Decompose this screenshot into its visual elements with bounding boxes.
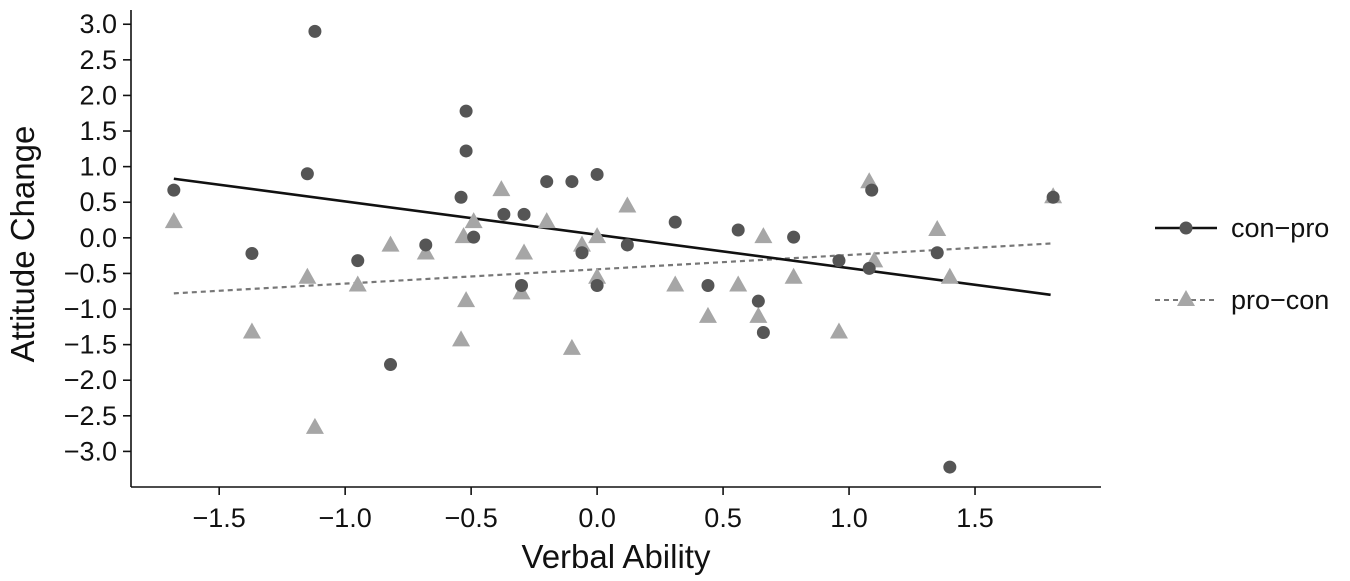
legend-marker-pro-con — [1177, 290, 1195, 306]
point-con-pro — [862, 261, 876, 275]
point-pro-con — [515, 243, 534, 260]
legend-marker-con-pro — [1179, 221, 1193, 235]
legend-label-pro-con: pro−con — [1231, 285, 1329, 315]
point-pro-con — [457, 291, 476, 308]
y-tick-label: −3.0 — [64, 436, 117, 466]
point-pro-con — [729, 275, 748, 292]
point-pro-con — [666, 275, 685, 292]
point-con-pro — [590, 167, 604, 181]
legend-item-pro-con: pro−con — [1155, 285, 1329, 315]
point-con-pro — [497, 207, 511, 221]
y-tick-label: 1.0 — [79, 152, 117, 182]
axes — [130, 10, 1101, 488]
legend-label-con-pro: con−pro — [1231, 213, 1329, 243]
point-con-pro — [620, 238, 634, 252]
point-con-pro — [515, 279, 529, 293]
legend-item-con-pro: con−pro — [1155, 213, 1329, 243]
point-con-pro — [300, 167, 314, 181]
trend-line-pro-con — [173, 242, 1051, 295]
point-con-pro — [751, 294, 765, 308]
point-con-pro — [540, 175, 554, 189]
point-con-pro — [1046, 190, 1060, 204]
point-pro-con — [298, 267, 317, 284]
y-tick-label: 0.5 — [79, 187, 117, 217]
point-con-pro — [731, 223, 745, 237]
point-con-pro — [590, 279, 604, 293]
point-con-pro — [756, 326, 770, 340]
point-con-pro — [459, 104, 473, 118]
point-con-pro — [565, 175, 579, 189]
y-tick-label: 0.0 — [79, 223, 117, 253]
point-con-pro — [308, 24, 322, 38]
point-con-pro — [467, 230, 481, 244]
trend-lines — [173, 177, 1051, 297]
x-tick-label: 0.5 — [704, 503, 742, 533]
legend: con−pro pro−con — [1155, 213, 1329, 315]
x-tick-label: −1.0 — [318, 503, 371, 533]
y-tick-label: −1.0 — [64, 294, 117, 324]
y-tick-label: 2.5 — [79, 45, 117, 75]
point-con-pro — [575, 246, 589, 260]
point-con-pro — [787, 230, 801, 244]
point-pro-con — [492, 180, 511, 197]
point-pro-con — [698, 306, 717, 323]
point-con-pro — [419, 238, 433, 252]
x-tick-label: 0.0 — [578, 503, 616, 533]
point-con-pro — [167, 183, 181, 197]
point-pro-con — [784, 267, 803, 284]
y-tick-label: −1.5 — [64, 330, 117, 360]
x-tick-label: 1.0 — [830, 503, 868, 533]
point-pro-con — [242, 322, 261, 339]
point-pro-con — [348, 275, 367, 292]
y-tick-label: 2.0 — [79, 80, 117, 110]
data-points — [164, 24, 1063, 474]
point-pro-con — [754, 227, 773, 244]
point-pro-con — [164, 212, 183, 229]
point-con-pro — [245, 246, 259, 260]
point-con-pro — [865, 183, 879, 197]
point-pro-con — [618, 196, 637, 213]
point-pro-con — [588, 267, 607, 284]
x-tick-label: −1.5 — [193, 503, 246, 533]
point-pro-con — [572, 235, 591, 252]
x-tick-label: 1.5 — [956, 503, 994, 533]
point-pro-con — [416, 243, 435, 260]
point-pro-con — [940, 267, 959, 284]
y-axis-title: Attitude Change — [4, 126, 41, 363]
point-con-pro — [454, 190, 468, 204]
x-tick-label: −0.5 — [444, 503, 497, 533]
point-pro-con — [464, 212, 483, 229]
y-tick-label: −2.5 — [64, 401, 117, 431]
trend-line-con-pro — [173, 177, 1051, 297]
point-con-pro — [517, 207, 531, 221]
point-pro-con — [305, 417, 324, 434]
point-pro-con — [452, 330, 471, 347]
point-con-pro — [459, 144, 473, 158]
y-tick-label: 1.5 — [79, 116, 117, 146]
point-pro-con — [562, 338, 581, 355]
y-tick-label: −0.5 — [64, 258, 117, 288]
point-pro-con — [749, 306, 768, 323]
y-ticks: 3.0 2.5 2.0 1.5 1.0 0.5 0.0 −0.5 −1.0 −1.5 −2.0 −2.… — [64, 9, 131, 466]
point-con-pro — [351, 254, 365, 268]
point-pro-con — [381, 235, 400, 252]
point-con-pro — [701, 279, 715, 293]
point-con-pro — [943, 460, 957, 474]
point-pro-con — [537, 212, 556, 229]
point-pro-con — [829, 322, 848, 339]
point-pro-con — [928, 219, 947, 236]
point-con-pro — [384, 358, 398, 372]
y-tick-label: 3.0 — [79, 9, 117, 39]
point-pro-con — [588, 227, 607, 244]
point-con-pro — [668, 215, 682, 229]
y-tick-label: −2.0 — [64, 365, 117, 395]
x-ticks: −1.5 −1.0 −0.5 0.0 0.5 1.0 1.5 — [193, 487, 994, 533]
x-axis-title: Verbal Ability — [522, 538, 711, 575]
point-con-pro — [832, 254, 846, 268]
point-con-pro — [930, 246, 944, 260]
